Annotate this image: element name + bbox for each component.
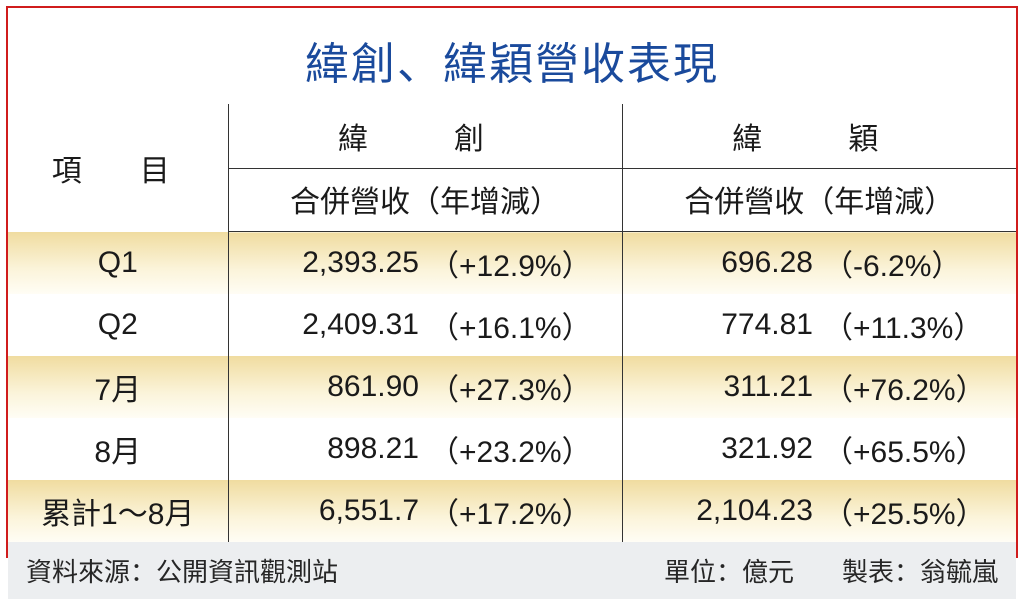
subcol-1: 合併營收（年增減） <box>228 169 622 232</box>
row-label: Q2 <box>8 294 228 356</box>
footer-unit: 單位：億元 <box>664 552 794 589</box>
revenue-table: 項 目 緯 創 緯 穎 合併營收（年增減） 合併營收（年增減） Q1 2,393… <box>8 104 1016 542</box>
table-footer: 資料來源：公開資訊觀測站 單位：億元 製表：翁毓嵐 <box>8 542 1016 599</box>
row-label: Q1 <box>8 232 228 295</box>
cell-yoy: （+27.3%） <box>425 356 622 418</box>
cell-rev: 2,409.31 <box>228 294 425 356</box>
cell-rev: 2,104.23 <box>622 480 819 542</box>
cell-rev: 2,393.25 <box>228 232 425 295</box>
table-row: 7月 861.90 （+27.3%） 311.21 （+76.2%） <box>8 356 1016 418</box>
table-row: 累計1～8月 6,551.7 （+17.2%） 2,104.23 （+25.5%… <box>8 480 1016 542</box>
cell-rev: 861.90 <box>228 356 425 418</box>
cell-yoy: （+23.2%） <box>425 418 622 480</box>
cell-rev: 321.92 <box>622 418 819 480</box>
row-label: 8月 <box>8 418 228 480</box>
table-title: 緯創、緯穎營收表現 <box>8 8 1016 104</box>
cell-rev: 696.28 <box>622 232 819 295</box>
cell-rev: 311.21 <box>622 356 819 418</box>
cell-yoy: （+16.1%） <box>425 294 622 356</box>
col-item: 項 目 <box>8 104 228 232</box>
cell-yoy: （+76.2%） <box>819 356 1016 418</box>
cell-yoy: （-6.2%） <box>819 232 1016 295</box>
cell-rev: 898.21 <box>228 418 425 480</box>
footer-author: 製表：翁毓嵐 <box>842 552 998 589</box>
row-label: 累計1～8月 <box>8 480 228 542</box>
cell-rev: 6,551.7 <box>228 480 425 542</box>
cell-yoy: （+65.5%） <box>819 418 1016 480</box>
cell-yoy: （+11.3%） <box>819 294 1016 356</box>
footer-source: 資料來源：公開資訊觀測站 <box>26 552 338 589</box>
table-row: Q1 2,393.25 （+12.9%） 696.28 （-6.2%） <box>8 232 1016 295</box>
table-row: 8月 898.21 （+23.2%） 321.92 （+65.5%） <box>8 418 1016 480</box>
header-row-1: 項 目 緯 創 緯 穎 <box>8 104 1016 169</box>
col-company-2: 緯 穎 <box>622 104 1016 169</box>
table-frame: 緯創、緯穎營收表現 項 目 緯 創 緯 穎 合併營收（年增減） 合併營收（年增減… <box>6 6 1018 558</box>
row-label: 7月 <box>8 356 228 418</box>
cell-rev: 774.81 <box>622 294 819 356</box>
col-company-1: 緯 創 <box>228 104 622 169</box>
table-row: Q2 2,409.31 （+16.1%） 774.81 （+11.3%） <box>8 294 1016 356</box>
subcol-2: 合併營收（年增減） <box>622 169 1016 232</box>
cell-yoy: （+17.2%） <box>425 480 622 542</box>
cell-yoy: （+12.9%） <box>425 232 622 295</box>
cell-yoy: （+25.5%） <box>819 480 1016 542</box>
